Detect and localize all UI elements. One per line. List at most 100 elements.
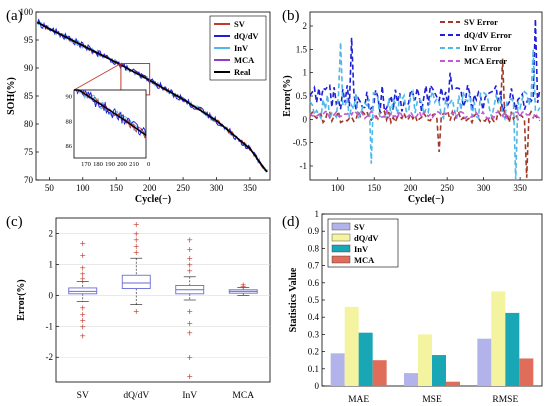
c-outlier-marker: + [133, 236, 140, 245]
d-bar-sv [330, 353, 345, 386]
a-inset-x-tick-label: 180 [93, 161, 103, 168]
a-inset-y-tick-label: 90 [66, 94, 73, 101]
c-outlier-marker: + [186, 328, 193, 337]
c-outlier-marker: + [79, 316, 86, 325]
c-outlier-marker: + [79, 239, 86, 248]
c-category-label: SV [77, 391, 89, 401]
b-y-tick-label: 0 [303, 114, 308, 124]
d-category-label: MSE [422, 395, 442, 405]
b-legend-label: InV Error [464, 43, 501, 53]
soh-estimation-chart: 70 75 80 85 90 95 100 50 100 150 200 250 300 350 Cycle… [6, 7, 271, 205]
a-series-line-dqdv [36, 18, 268, 173]
d-legend-swatch [331, 222, 351, 231]
a-legend-label: Real [234, 67, 251, 77]
d-bar-inv [432, 355, 446, 386]
a-inset-y-tick-label: 88 [66, 118, 73, 125]
a-x-tick-label: 200 [143, 183, 157, 193]
c-y-tick-label: -1 [46, 321, 54, 331]
d-category-label: MAE [348, 395, 369, 405]
d-bar-mca [372, 360, 387, 386]
d-bar-mca [446, 381, 460, 386]
statistics-bar-chart: 0 0.1 0.2 0.3 0.4 0.5 0.6 0.7 0.8 0.9 1 Statistics … [288, 209, 543, 405]
a-inset-x-tick-label: 200 [117, 161, 127, 168]
a-inset-x-tick-label: 190 [105, 161, 115, 168]
a-x-tick-label: 150 [109, 183, 123, 193]
c-outlier-marker: + [240, 282, 247, 291]
b-y-tick-label: -0.5 [293, 138, 308, 148]
a-inset-x-tick-label: 210 [129, 161, 139, 168]
c-outlier-marker: + [186, 260, 193, 269]
panel-label-b: (b) [282, 8, 300, 24]
b-y-tick-label: 2 [303, 21, 308, 31]
b-series-line-0 [309, 58, 541, 178]
a-x-tick-label: 350 [243, 183, 257, 193]
c-outlier-marker: + [186, 353, 193, 362]
a-x-axis-label: Cycle(−) [135, 194, 171, 205]
c-outlier-marker: + [79, 310, 86, 319]
c-outlier-marker: + [186, 254, 193, 263]
b-legend-label: dQ/dV Error [464, 30, 512, 40]
a-x-tick-label: 250 [176, 183, 190, 193]
a-x-tick-label: 100 [76, 183, 90, 193]
d-bar-sv [477, 338, 492, 386]
a-y-axis-label: SOH(%) [6, 77, 17, 115]
a-zoom-connector [73, 63, 122, 91]
a-y-tick-label: 95 [24, 35, 34, 45]
c-outlier-marker: + [133, 248, 140, 257]
d-legend-swatch [331, 255, 351, 264]
c-y-tick-label: 0 [49, 290, 54, 300]
d-legend-swatch [331, 244, 351, 253]
c-category-label: dQ/dV [123, 391, 149, 401]
d-y-tick-label: 0.4 [308, 312, 320, 322]
d-legend-label: MCA [354, 255, 375, 265]
b-x-axis-label: Cycle(−) [408, 194, 444, 205]
c-outlier-marker: + [240, 281, 247, 290]
d-y-tick-label: 0.1 [308, 364, 319, 374]
a-x-tick-label: 300 [210, 183, 224, 193]
a-inset-x-tick-label-cut: 0 [147, 161, 150, 168]
d-bar-inv [358, 332, 373, 386]
b-legend-label: MCA Error [464, 56, 507, 66]
c-outlier-marker: + [79, 274, 86, 283]
c-outlier-marker: + [186, 319, 193, 328]
a-legend-label: MCA [234, 55, 255, 65]
a-y-tick-label: 85 [24, 91, 34, 101]
d-category-label: RMSE [492, 395, 518, 405]
a-legend-label: dQ/dV [234, 31, 259, 41]
a-inset-series-line [74, 89, 147, 139]
d-legend-label: dQ/dV [354, 233, 379, 243]
a-inset-y-tick-label: 86 [66, 143, 73, 150]
c-outlier-marker: + [133, 307, 140, 316]
b-y-axis-label: Error(%) [282, 75, 293, 116]
a-legend-label: SV [234, 19, 246, 29]
a-y-tick-label: 100 [20, 7, 34, 17]
a-series-line-real [36, 21, 268, 173]
c-outlier-marker: + [186, 245, 193, 254]
c-category-label: MCA [232, 391, 254, 401]
d-y-tick-label: 0.6 [308, 278, 320, 288]
b-y-tick-label: -1 [300, 161, 308, 171]
b-y-tick-label: 0.5 [296, 91, 308, 101]
c-outlier-marker: + [79, 322, 86, 331]
b-x-tick-label: 300 [477, 183, 491, 193]
b-x-tick-label: 150 [367, 183, 381, 193]
a-y-tick-label: 75 [24, 147, 34, 157]
d-y-tick-label: 0.8 [308, 243, 320, 253]
a-y-tick-label: 80 [24, 119, 34, 129]
d-legend-swatch [331, 233, 351, 242]
c-outlier-marker: + [79, 332, 86, 341]
d-y-tick-label: 0.9 [308, 226, 320, 236]
c-y-axis-label: Error(%) [16, 279, 27, 320]
b-series-line-3 [309, 108, 541, 121]
d-bar-dqdv [344, 306, 359, 386]
d-y-tick-label: 0.5 [308, 295, 320, 305]
panel-label-d: (d) [282, 214, 300, 230]
d-legend-label: SV [354, 222, 366, 232]
panel-label-a: (a) [6, 8, 23, 24]
c-outlier-marker: + [186, 372, 193, 381]
d-bar-sv [404, 373, 418, 386]
b-y-tick-label: 1 [303, 68, 308, 78]
c-frame [55, 217, 271, 383]
d-y-tick-label: 0.3 [308, 329, 320, 339]
